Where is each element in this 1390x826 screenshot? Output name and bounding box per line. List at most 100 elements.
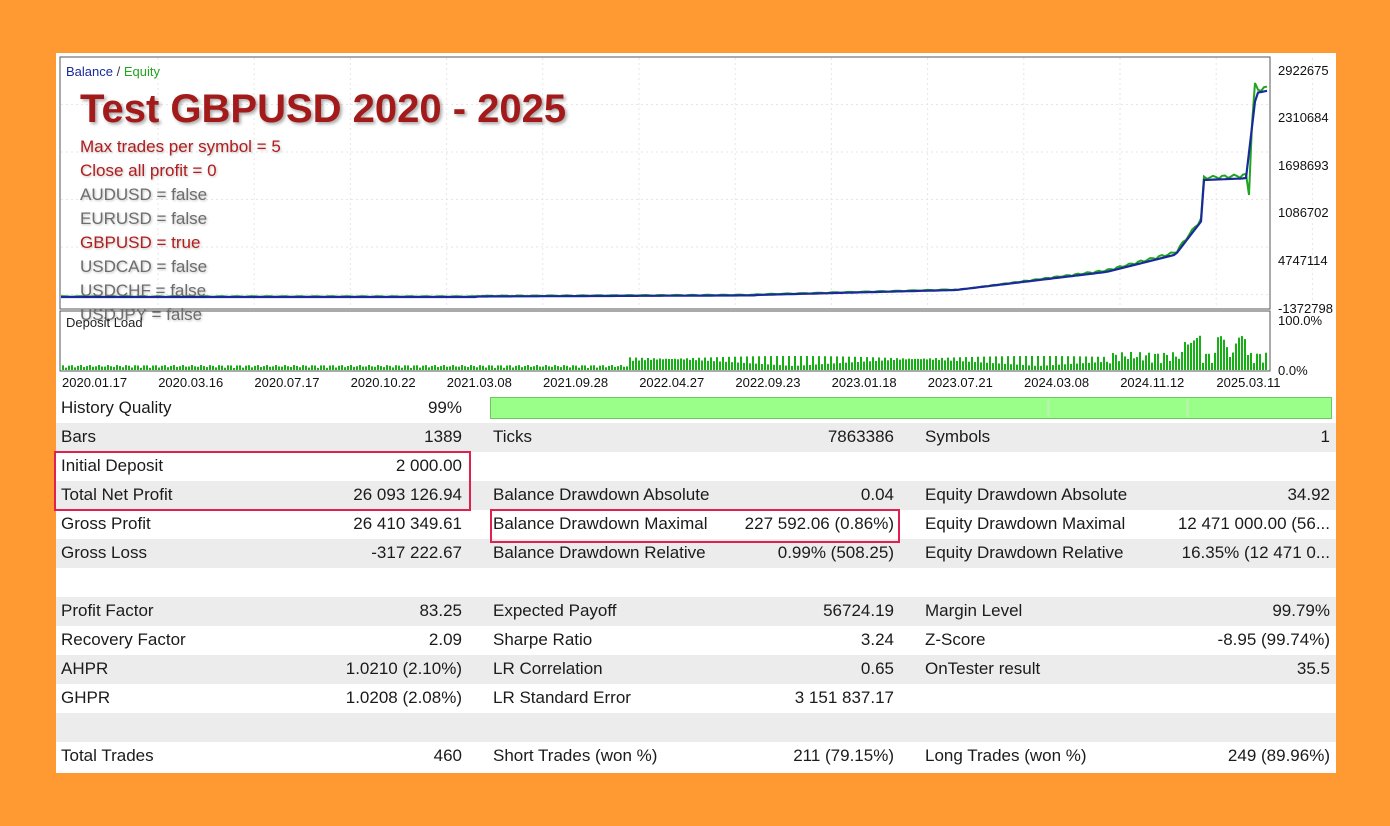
deposit-load-bar	[455, 366, 457, 370]
deposit-load-bar	[1157, 353, 1159, 370]
stat-label: Balance Drawdown Relative	[493, 543, 706, 562]
deposit-load-bar	[242, 367, 244, 370]
deposit-load-bar	[86, 366, 88, 370]
deposit-load-bar	[905, 359, 907, 370]
load-axis-label: 0.0%	[1278, 363, 1308, 378]
deposit-load-bar	[884, 357, 886, 370]
deposit-load-bar	[680, 358, 682, 370]
deposit-load-bar	[1220, 336, 1222, 370]
deposit-load-bar	[1250, 352, 1252, 370]
deposit-load-bar	[335, 367, 337, 370]
deposit-load-bar	[221, 365, 223, 370]
deposit-load-bar	[542, 366, 544, 370]
deposit-load-bar	[311, 365, 313, 370]
y-axis-label: 4747114	[1278, 253, 1328, 268]
deposit-load-bar	[197, 366, 199, 370]
deposit-load-bar	[170, 365, 172, 370]
deposit-load-bar	[227, 365, 229, 370]
deposit-load-bar	[527, 365, 529, 370]
stat-label: Symbols	[925, 427, 991, 446]
deposit-load-bar	[359, 365, 361, 370]
y-axis-label: 1698693	[1278, 158, 1329, 173]
deposit-load-bar	[344, 367, 346, 370]
deposit-load-bar	[854, 356, 856, 370]
deposit-load-bar	[641, 357, 643, 370]
deposit-load-bar	[1010, 364, 1012, 370]
deposit-load-bar	[368, 365, 370, 370]
stat-value: 2.09	[428, 630, 462, 649]
deposit-load-bar	[725, 361, 727, 370]
deposit-load-bar	[938, 360, 940, 370]
deposit-load-bar	[209, 365, 211, 370]
deposit-load-bar	[785, 365, 787, 370]
deposit-load-bar	[371, 366, 373, 370]
deposit-load-bar	[653, 358, 655, 370]
deposit-load-bar	[989, 356, 991, 370]
deposit-load-bar	[404, 365, 406, 370]
param-line: Max trades per symbol = 5	[80, 137, 281, 156]
deposit-load-bar	[893, 359, 895, 370]
deposit-load-bar	[971, 356, 973, 370]
stat-label: Ticks	[493, 427, 533, 446]
deposit-load-bar	[290, 366, 292, 370]
history-quality-bar	[490, 397, 1332, 419]
deposit-load-bar	[749, 363, 751, 370]
deposit-load-bar	[203, 366, 205, 370]
deposit-load-bar	[812, 356, 814, 370]
stat-value: 34.92	[1287, 485, 1330, 504]
stat-value: 1	[1320, 427, 1330, 446]
legend-equity: Equity	[123, 64, 160, 79]
deposit-load-bar	[833, 363, 835, 370]
deposit-load-bar	[908, 358, 910, 370]
deposit-load-bar	[1100, 362, 1102, 370]
deposit-load-bar	[1259, 353, 1261, 370]
deposit-load-bar	[95, 366, 97, 370]
deposit-load-bar	[560, 367, 562, 370]
stat-value: 0.65	[860, 659, 894, 678]
chart-gridlines	[61, 58, 1313, 308]
deposit-load-label: Deposit Load	[66, 315, 143, 330]
deposit-load-bar	[1109, 363, 1111, 370]
deposit-load-bar	[1094, 362, 1096, 370]
deposit-load-bar	[422, 365, 424, 370]
stat-value: 7863386	[827, 427, 894, 446]
deposit-load-bar	[959, 357, 961, 370]
x-axis-label: 2025.03.11	[1216, 375, 1280, 390]
deposit-load-bar	[1133, 358, 1135, 370]
deposit-load-bar	[1058, 364, 1060, 370]
deposit-load-bar	[113, 366, 115, 370]
deposit-load-bar	[1238, 337, 1240, 370]
load-axis-label: 100.0%	[1278, 313, 1323, 328]
deposit-load-bar	[452, 365, 454, 370]
highlight-box-deposit-profit	[54, 451, 471, 511]
deposit-load-bar	[1265, 352, 1267, 370]
deposit-load-bar	[734, 356, 736, 370]
deposit-load-bar	[317, 367, 319, 370]
deposit-load-bar	[782, 356, 784, 370]
stat-label: OnTester result	[925, 659, 1041, 678]
deposit-load-bar	[842, 356, 844, 370]
deposit-load-bar	[260, 367, 262, 370]
deposit-load-bar	[1202, 362, 1204, 370]
deposit-load-bar	[1211, 362, 1213, 370]
deposit-load-bar	[932, 359, 934, 370]
deposit-load-bar	[1178, 358, 1180, 370]
table-row: AHPR 1.0210 (2.10%) LR Correlation 0.65 OnTe…	[56, 655, 1336, 684]
deposit-load-bar	[563, 365, 565, 370]
deposit-load-bar	[530, 366, 532, 370]
deposit-load-bar	[239, 365, 241, 370]
deposit-load-bar	[821, 364, 823, 370]
deposit-load-bar	[914, 358, 916, 370]
deposit-load-bar	[1079, 356, 1081, 370]
deposit-load-bar	[134, 365, 136, 370]
deposit-load-bar	[266, 365, 268, 370]
param-line: USDCAD = false	[80, 257, 208, 276]
x-axis-label: 2020.10.22	[351, 375, 416, 390]
deposit-load-bar	[608, 365, 610, 370]
deposit-load-bar	[80, 365, 82, 370]
deposit-load-bar	[626, 366, 628, 370]
deposit-load-bar	[374, 366, 376, 370]
deposit-load-bar	[887, 360, 889, 370]
deposit-load-bar	[413, 365, 415, 370]
deposit-load-bar	[986, 362, 988, 370]
